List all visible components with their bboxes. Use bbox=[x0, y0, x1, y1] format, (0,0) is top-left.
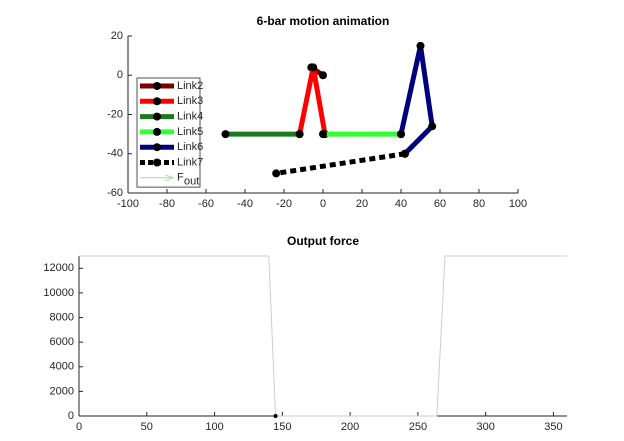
legend-arrow bbox=[164, 174, 175, 182]
legend-label: Link7 bbox=[177, 156, 203, 168]
joint-marker bbox=[428, 122, 437, 131]
x-tick-label: -40 bbox=[237, 198, 253, 210]
series-line bbox=[398, 43, 435, 156]
series-line bbox=[275, 151, 406, 176]
legend: Link2 Link3 Link4 Link5 Link6 Link7 F out bbox=[136, 77, 203, 188]
legend-marker bbox=[153, 143, 161, 152]
x-tick-label: 40 bbox=[395, 198, 407, 210]
x-tick-label: 250 bbox=[409, 421, 427, 433]
x-tick-label: 0 bbox=[76, 421, 82, 433]
x-tick-label: 100 bbox=[205, 421, 223, 433]
legend-label: Link5 bbox=[177, 126, 203, 138]
point-marker bbox=[273, 414, 278, 418]
y-tick-label: 0 bbox=[68, 410, 74, 422]
x-tick-label: -80 bbox=[159, 198, 175, 210]
joint-marker bbox=[309, 63, 318, 72]
y-tick-label: 12000 bbox=[43, 262, 74, 274]
x-tick-label: 300 bbox=[476, 421, 494, 433]
x-tick-label: 50 bbox=[141, 421, 153, 433]
joint-marker bbox=[221, 130, 230, 139]
y-tick-label: 6000 bbox=[50, 336, 74, 348]
y-tick-label: 2000 bbox=[50, 385, 74, 397]
series-line bbox=[79, 255, 567, 417]
y-tick-label: -40 bbox=[107, 148, 123, 160]
joint-marker bbox=[397, 130, 405, 139]
x-tick-label: 200 bbox=[341, 421, 359, 433]
joint-marker bbox=[319, 71, 327, 80]
joint-marker bbox=[400, 149, 409, 158]
x-tick-label: 0 bbox=[320, 198, 326, 210]
joint-marker bbox=[272, 169, 281, 178]
y-tick-label: 20 bbox=[111, 30, 123, 42]
y-tick-label: -20 bbox=[107, 108, 123, 120]
x-tick-label: 20 bbox=[356, 198, 368, 210]
joint-marker bbox=[319, 130, 327, 139]
x-tick-label: -20 bbox=[276, 198, 292, 210]
chart-title: 6-bar motion animation bbox=[257, 14, 390, 28]
x-tick-label: 100 bbox=[509, 198, 527, 210]
legend-marker bbox=[153, 112, 161, 121]
x-tick-label: -100 bbox=[117, 198, 139, 210]
legend-marker bbox=[153, 82, 161, 90]
joint-marker bbox=[295, 130, 304, 139]
y-tick-label: -60 bbox=[107, 187, 123, 199]
y-tick-label: 0 bbox=[117, 69, 123, 81]
y-tick-label: 8000 bbox=[50, 311, 74, 323]
legend-marker bbox=[153, 158, 161, 167]
legend-label-subscript: out bbox=[184, 176, 199, 188]
legend-label: Link6 bbox=[177, 141, 203, 153]
legend-label: Link2 bbox=[177, 80, 203, 92]
x-tick-label: 80 bbox=[473, 198, 485, 210]
y-tick-label: 10000 bbox=[43, 287, 74, 299]
joint-marker bbox=[416, 41, 425, 50]
chart-title: Output force bbox=[287, 234, 359, 248]
legend-label: Link3 bbox=[177, 95, 203, 107]
legend-marker bbox=[153, 127, 161, 136]
x-tick-label: -60 bbox=[198, 198, 214, 210]
x-tick-label: 350 bbox=[544, 421, 562, 433]
legend-marker bbox=[153, 97, 161, 106]
legend-label: F bbox=[177, 172, 184, 184]
legend-label: Link4 bbox=[177, 111, 203, 123]
y-tick-label: 4000 bbox=[50, 361, 74, 373]
x-tick-label: 150 bbox=[273, 421, 291, 433]
x-tick-label: 60 bbox=[434, 198, 446, 210]
